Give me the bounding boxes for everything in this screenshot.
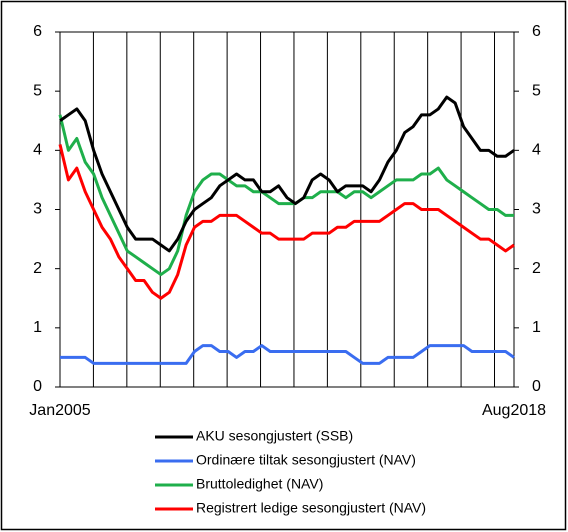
y-tick-label: 5 — [33, 82, 42, 99]
series-line — [59, 95, 515, 253]
y2-tick-label: 2 — [532, 260, 541, 277]
series-line — [60, 344, 515, 365]
series-line — [58, 144, 515, 300]
x-tick-label: Jan2005 — [29, 402, 90, 419]
legend-label: Registrert ledige sesongjustert (NAV) — [196, 500, 426, 516]
legend-label: Bruttoledighet (NAV) — [196, 476, 323, 492]
y-tick-label: 2 — [33, 260, 42, 277]
y-tick-label: 4 — [33, 142, 42, 159]
y2-tick-label: 6 — [532, 23, 541, 40]
legend-label: AKU sesongjustert (SSB) — [196, 428, 353, 444]
x-tick-label: Aug2018 — [482, 402, 546, 419]
y2-tick-label: 1 — [532, 319, 541, 336]
series-line — [58, 114, 514, 277]
y-tick-label: 6 — [33, 23, 42, 40]
plot-area — [59, 31, 515, 388]
y2-tick-label: 3 — [532, 201, 541, 218]
y2-tick-label: 5 — [532, 82, 541, 99]
legend-label: Ordinære tiltak sesongjustert (NAV) — [196, 452, 416, 468]
y-tick-label: 1 — [33, 319, 42, 336]
y-tick-label: 3 — [33, 201, 42, 218]
y2-tick-label: 0 — [532, 378, 541, 395]
y2-tick-label: 4 — [532, 142, 541, 159]
y-tick-label: 0 — [33, 378, 42, 395]
